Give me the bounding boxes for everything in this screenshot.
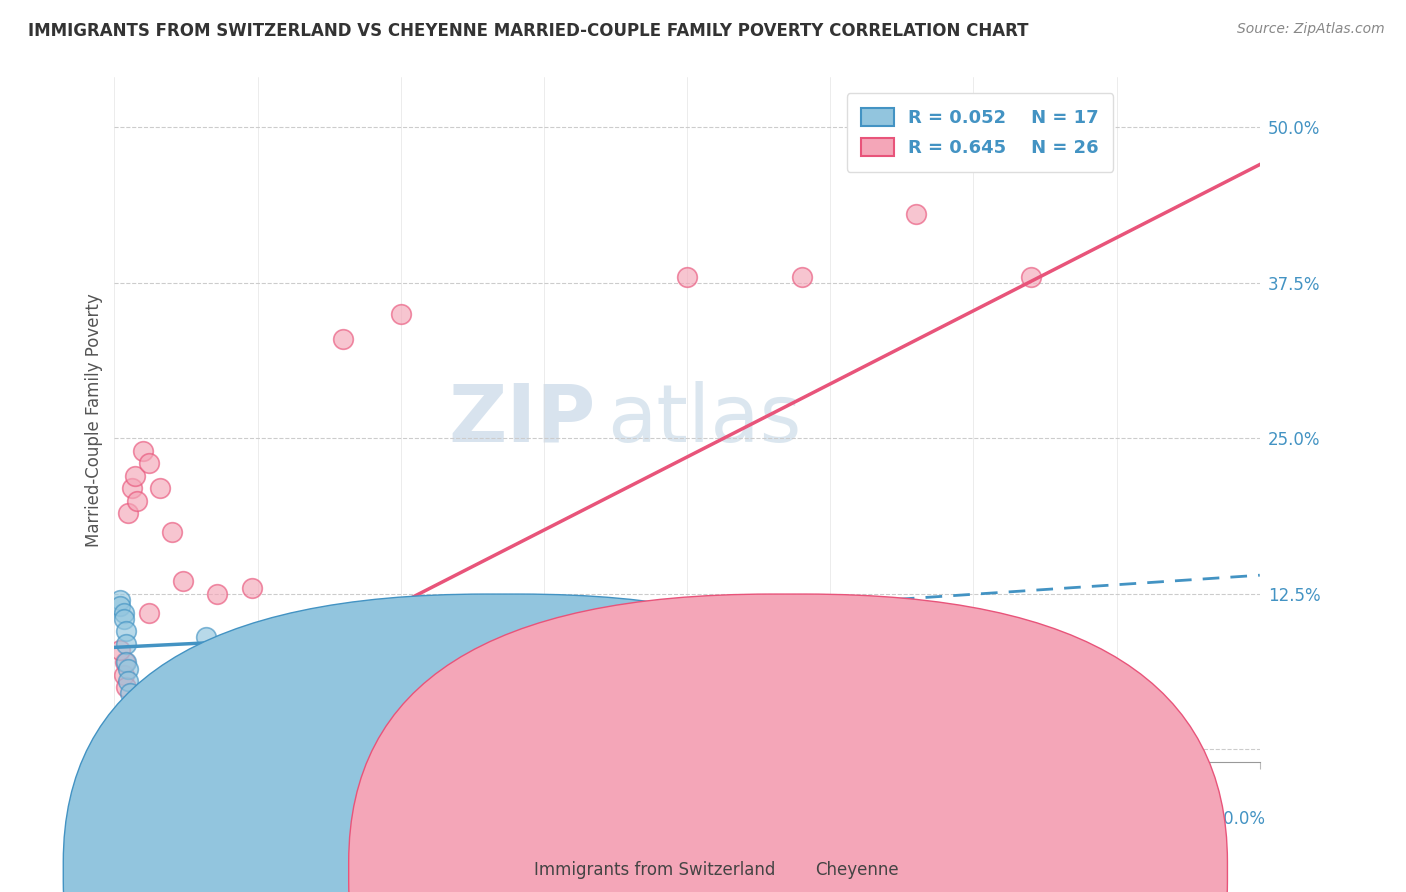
Point [160,524,183,539]
Text: IMMIGRANTS FROM SWITZERLAND VS CHEYENNE MARRIED-COUPLE FAMILY POVERTY CORRELATIO: IMMIGRANTS FROM SWITZERLAND VS CHEYENNE … [28,22,1029,40]
Point [108,599,131,614]
Point [207,587,229,601]
Point [117,506,139,520]
Point [114,655,136,669]
Point [108,736,131,750]
Text: Source: ZipAtlas.com: Source: ZipAtlas.com [1237,22,1385,37]
Point [112,667,135,681]
Point [108,643,131,657]
Point [111,730,134,744]
Point [115,655,138,669]
Point [112,612,135,626]
Y-axis label: Married-Couple Family Poverty: Married-Couple Family Poverty [86,293,103,547]
Point [240,581,263,595]
Point [138,456,160,470]
Point [124,717,146,731]
Point [121,481,143,495]
Point [1019,269,1042,284]
Point [117,661,139,675]
Point [149,481,172,495]
Point [172,574,194,589]
Point [108,593,131,607]
Point [110,717,132,731]
Point [356,637,378,651]
Point [790,269,813,284]
Point [195,631,218,645]
Point [121,705,143,719]
Point [108,736,131,750]
Text: Immigrants from Switzerland: Immigrants from Switzerland [534,861,776,879]
Point [138,606,160,620]
Point [389,307,412,321]
Point [108,730,131,744]
Point [332,332,354,346]
Point [117,673,139,688]
Point [676,269,699,284]
Point [905,207,928,221]
Text: 0.0%: 0.0% [108,810,150,828]
Point [276,618,298,632]
Legend: R = 0.052    N = 17, R = 0.645    N = 26: R = 0.052 N = 17, R = 0.645 N = 26 [846,94,1114,172]
Text: atlas: atlas [607,381,801,458]
Text: 100.0%: 100.0% [1202,810,1265,828]
Point [120,686,142,700]
Text: Cheyenne: Cheyenne [815,861,898,879]
Point [132,443,155,458]
Text: ZIP: ZIP [449,381,596,458]
Point [115,637,138,651]
Point [115,680,138,694]
Point [115,624,138,639]
Point [124,468,146,483]
Point [112,606,135,620]
Point [127,493,149,508]
Point [110,736,132,750]
